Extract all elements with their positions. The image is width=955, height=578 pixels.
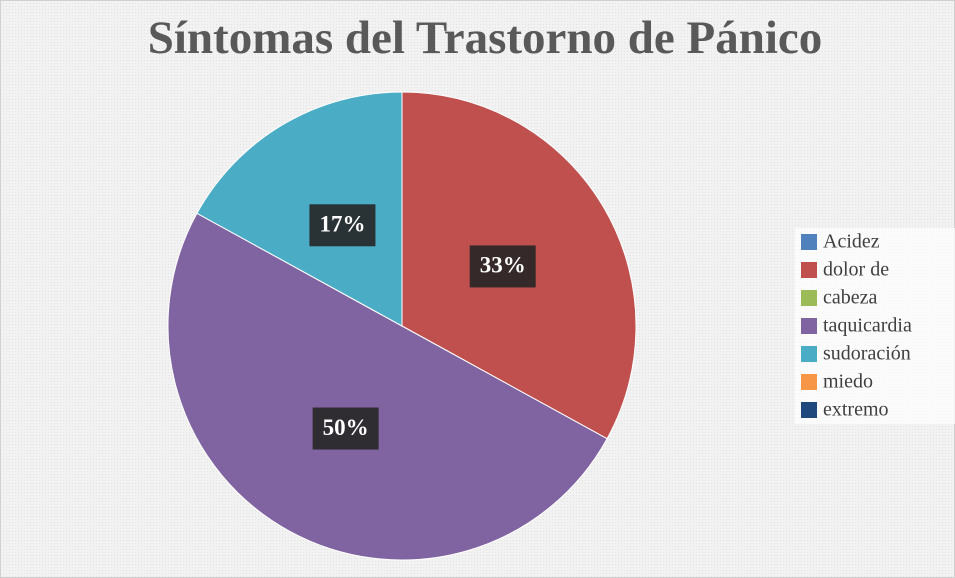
data-label-box [312,407,379,450]
legend-swatch [801,262,817,278]
data-label: 17% [319,212,365,237]
legend-swatch [801,290,817,306]
chart-title: Síntomas del Trastorno de Pánico [148,12,823,64]
legend-swatch [801,318,817,334]
legend-label: taquicardia [823,315,912,337]
data-label-box [469,245,536,288]
pie-slice [167,212,608,561]
legend-swatch [801,234,817,250]
legend-label: dolor de [823,259,889,281]
legend-label: extremo [823,399,889,421]
legend-swatch [801,346,817,362]
legend-box [795,228,955,424]
pie-slice [196,91,403,327]
data-label: 50% [323,415,369,440]
data-label: 33% [480,253,526,278]
legend-swatch [801,374,817,390]
legend-label: sudoración [823,343,911,365]
legend-swatch [801,402,817,418]
legend-label: miedo [823,371,873,393]
legend-label: cabeza [823,287,878,309]
legend-label: Acidez [823,231,880,253]
data-label-box [309,204,376,247]
